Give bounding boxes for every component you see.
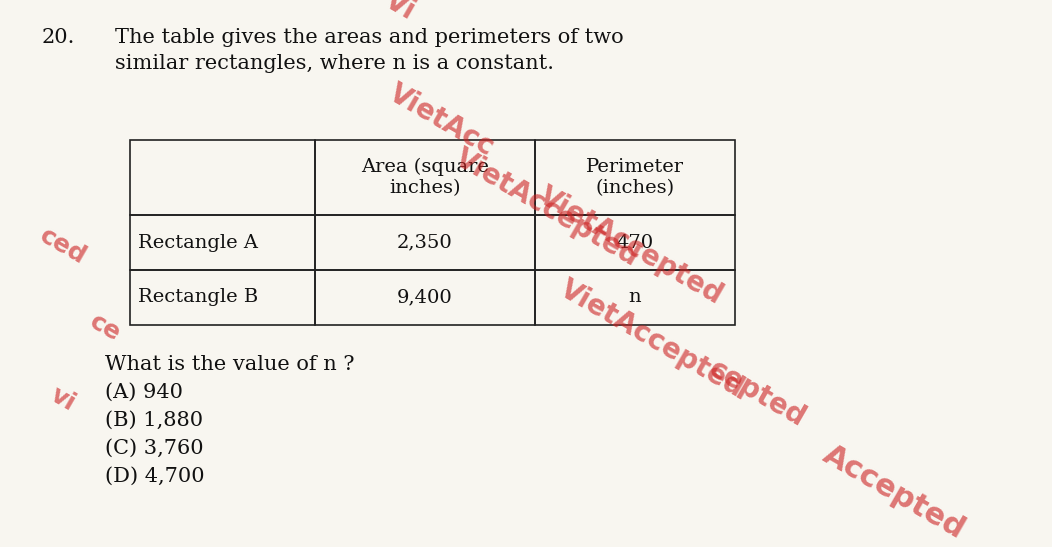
Text: 9,400: 9,400: [397, 288, 452, 306]
Bar: [535, 270, 735, 325]
Text: VietAccepted: VietAccepted: [534, 182, 728, 310]
Text: Perimeter
(inches): Perimeter (inches): [586, 158, 684, 197]
Bar: [315, 215, 535, 270]
Bar: [130, 270, 315, 325]
Text: Rectangle A: Rectangle A: [138, 234, 258, 252]
Bar: [315, 140, 535, 215]
Text: VietAccepted: VietAccepted: [450, 144, 644, 272]
Text: 20.: 20.: [42, 28, 76, 47]
Text: 2,350: 2,350: [397, 234, 452, 252]
Bar: [535, 215, 735, 270]
Bar: [315, 270, 535, 325]
Text: The table gives the areas and perimeters of two: The table gives the areas and perimeters…: [115, 28, 624, 47]
Text: Vi: Vi: [380, 0, 420, 25]
Text: Accepted: Accepted: [818, 440, 970, 545]
Text: vi: vi: [46, 383, 80, 416]
Text: similar rectangles, where n is a constant.: similar rectangles, where n is a constan…: [115, 54, 554, 73]
Text: 470: 470: [616, 234, 653, 252]
Bar: [130, 140, 315, 215]
Text: (D) 4,700: (D) 4,700: [105, 467, 205, 486]
Text: Rectangle B: Rectangle B: [138, 288, 258, 306]
Text: VietAcc: VietAcc: [384, 79, 500, 162]
Bar: [130, 215, 315, 270]
Text: ce: ce: [85, 310, 125, 347]
Text: Area (square
inches): Area (square inches): [361, 158, 489, 197]
Text: (C) 3,760: (C) 3,760: [105, 439, 204, 458]
Text: cepted: cepted: [704, 355, 811, 433]
Text: n: n: [629, 288, 642, 306]
Bar: [535, 140, 735, 215]
Text: What is the value of n ?: What is the value of n ?: [105, 355, 355, 374]
Text: (A) 940: (A) 940: [105, 383, 183, 402]
Text: (B) 1,880: (B) 1,880: [105, 411, 203, 430]
Text: ced: ced: [36, 223, 90, 269]
Text: VietAccepted: VietAccepted: [555, 275, 749, 403]
